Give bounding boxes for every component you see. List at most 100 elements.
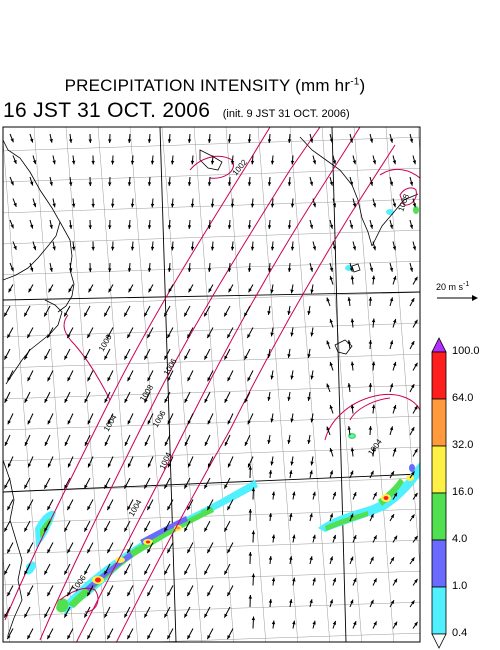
wind-arrow	[412, 155, 417, 165]
wind-arrow	[409, 471, 415, 479]
wind-arrow	[389, 219, 394, 229]
wind-arrow	[371, 404, 376, 414]
wind-arrow	[32, 155, 37, 165]
isobar-label: 1002	[231, 157, 250, 177]
wind-arrow	[8, 284, 14, 293]
wind-arrow	[3, 563, 11, 575]
wind-arrow	[350, 447, 355, 457]
wind-arrow	[409, 262, 414, 272]
wind-arrow	[146, 585, 154, 597]
wind-arrow	[47, 413, 54, 425]
wind-arrow	[12, 198, 17, 208]
wind-arrow	[52, 155, 56, 165]
wind-arrow	[412, 241, 417, 251]
wind-arrow	[352, 155, 357, 165]
wind-arrow	[3, 520, 11, 532]
wind-arrow	[183, 606, 191, 618]
wind-arrow	[12, 155, 17, 165]
wind-arrow	[309, 556, 313, 565]
wind-arrow	[124, 434, 131, 447]
wind-arrow	[163, 563, 171, 575]
wind-arrow	[409, 383, 415, 393]
wind-arrow	[24, 434, 31, 447]
wind-arrow	[123, 563, 131, 575]
wind-arrow	[71, 241, 76, 251]
wind-arrow	[270, 327, 274, 337]
wind-arrow	[412, 448, 418, 457]
wind-arrow	[23, 606, 31, 618]
wind-arrow	[163, 606, 171, 618]
wind-arrow	[163, 348, 171, 360]
wind-arrow	[207, 370, 214, 382]
wind-arrow	[103, 520, 111, 532]
wind-arrow	[312, 241, 317, 251]
wind-arrow	[369, 599, 374, 608]
wind-arrow	[104, 391, 111, 403]
wind-arrow	[46, 327, 54, 339]
wind-arrow	[270, 198, 275, 208]
wind-arrow	[412, 198, 417, 208]
wind-arrow	[110, 241, 115, 251]
wind-arrow	[108, 262, 112, 273]
wind-arrow	[290, 241, 295, 251]
colorbar-tick-label: 100.0	[452, 345, 480, 357]
wind-arrow	[392, 621, 398, 629]
wind-arrow	[44, 434, 51, 447]
wind-arrow	[186, 542, 194, 554]
wind-arrow	[166, 585, 174, 597]
wind-arrow	[227, 456, 234, 468]
wind-arrow	[107, 413, 114, 425]
wind-arrow	[372, 492, 378, 500]
wind-arrow	[267, 219, 272, 230]
wind-arrow	[270, 155, 275, 165]
wind-arrow	[68, 176, 73, 186]
wind-arrow	[86, 542, 94, 554]
wind-arrow	[9, 262, 14, 272]
wind-arrow	[347, 297, 351, 307]
wind-arrow	[267, 434, 271, 444]
colorbar-segment	[431, 492, 447, 541]
wind-arrow	[187, 133, 192, 144]
wind-arrow	[268, 512, 273, 522]
wind-arrow	[372, 578, 378, 586]
wind-arrow	[46, 628, 54, 640]
wind-arrow	[130, 241, 135, 251]
wind-arrow	[248, 465, 253, 479]
wind-arrow	[3, 477, 11, 489]
wind-arrow	[352, 620, 357, 629]
wind-arrow	[349, 219, 354, 229]
wind-arrow	[223, 563, 231, 575]
wind-arrow	[144, 434, 151, 447]
wind-arrow	[4, 391, 11, 403]
wind-arrow	[83, 477, 91, 489]
wind-arrow	[147, 133, 152, 144]
wind-arrow	[27, 413, 34, 425]
wind-arrow	[371, 361, 376, 371]
wind-arrow	[247, 262, 252, 273]
wind-arrow	[409, 176, 414, 186]
wind-arrow	[332, 534, 337, 543]
wind-arrow	[392, 361, 397, 371]
wind-arrow	[309, 470, 313, 479]
colorbar-tick-label: 64.0	[452, 392, 474, 404]
wind-arrow	[243, 305, 251, 317]
wind-arrow	[127, 456, 134, 468]
wind-arrow	[267, 391, 271, 401]
wind-arrow	[26, 327, 34, 339]
wind-arrow	[83, 606, 91, 618]
wind-arrow	[267, 176, 272, 187]
wind-arrow	[250, 198, 255, 208]
wind-arrow	[183, 305, 191, 317]
wind-arrow	[164, 434, 171, 447]
wind-arrow	[63, 520, 71, 532]
wind-arrow	[146, 628, 154, 640]
wind-arrow	[210, 241, 215, 251]
wind-arrow	[186, 327, 194, 339]
wind-arrow	[187, 456, 194, 468]
wind-arrow	[347, 383, 351, 393]
wind-arrow	[389, 383, 394, 393]
wind-arrow	[63, 305, 71, 317]
isobar-line	[379, 168, 420, 179]
wind-arrow	[32, 198, 37, 208]
